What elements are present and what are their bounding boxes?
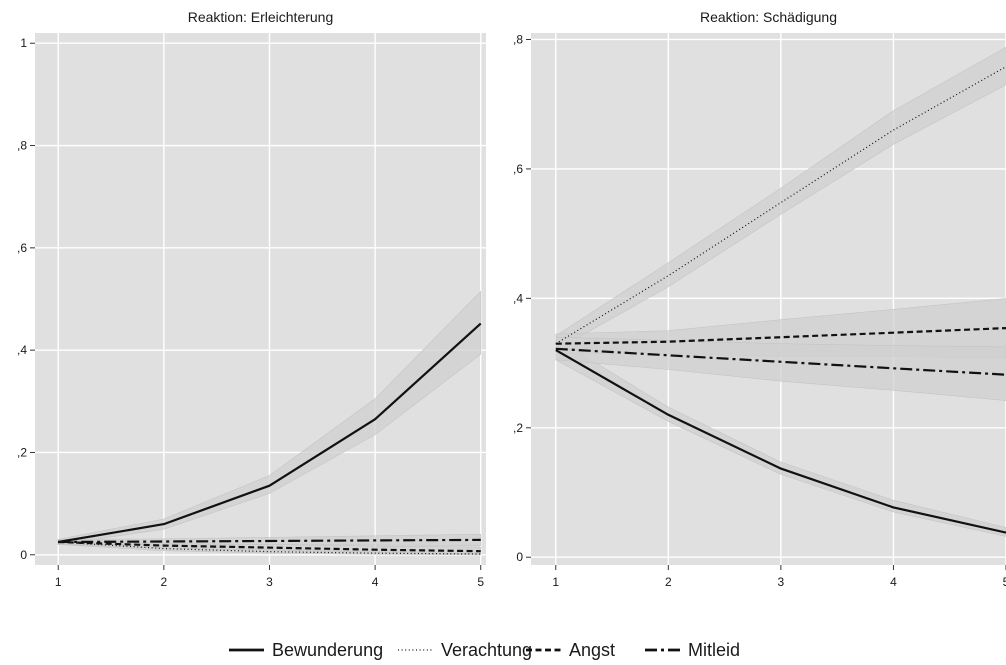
series-line-mitleid (555, 347, 1006, 376)
chart-panel-1: Reaktion: Erleichterung 0 ,2 ,4 ,6 ,8 1 1 2 3 4 5 (17, 9, 486, 589)
x-tick-label: 1 (55, 575, 62, 589)
y-tick-label: ,4 (513, 291, 523, 305)
y-tick-label: 1 (20, 36, 27, 50)
legend-label-mitleid: Mitleid (688, 640, 740, 660)
series-line-bewunderung (58, 322, 482, 544)
y-tick-label: ,2 (513, 421, 523, 435)
legend-label-bewunderung: Bewunderung (272, 640, 383, 660)
y-tick-label: ,8 (17, 139, 27, 153)
x-tick-label: 1 (552, 575, 559, 589)
x-tick-label: 2 (161, 575, 168, 589)
series-line-angst (58, 540, 481, 553)
y-tick-label: 0 (20, 548, 27, 562)
legend-label-angst: Angst (569, 640, 615, 660)
y-tick-label: ,8 (513, 32, 523, 46)
x-tick-label: 5 (1003, 575, 1006, 589)
series-line-bewunderung (555, 349, 1006, 534)
x-tick-label: 4 (372, 575, 379, 589)
ci-band-bewunderung (555, 337, 1006, 537)
chart-title: Reaktion: Erleichterung (188, 9, 334, 25)
series-line-mitleid (58, 538, 481, 544)
ci-band-verachtung (555, 46, 1006, 351)
y-tick-label: ,4 (17, 343, 27, 357)
x-tick-label: 3 (778, 575, 785, 589)
x-tick-label: 2 (665, 575, 672, 589)
plot-area (35, 33, 486, 565)
x-tick-label: 4 (890, 575, 897, 589)
chart-panel-2: Reaktion: Schädigung 0 ,2 ,4 ,6 ,8 1 2 3 4 5 (513, 9, 1006, 589)
legend-label-verachtung: Verachtung (441, 640, 532, 660)
x-tick-label: 3 (266, 575, 273, 589)
series-line-angst (555, 327, 1006, 345)
ci-band-mitleid (555, 336, 1006, 401)
ci-band-bewunderung (57, 290, 481, 545)
x-tick-label: 5 (477, 575, 484, 589)
y-tick-label: 0 (516, 550, 523, 564)
y-tick-label: ,2 (17, 445, 27, 459)
y-tick-label: ,6 (513, 162, 523, 176)
y-tick-label: ,6 (17, 241, 27, 255)
legend: Bewunderung Verachtung Angst Mitleid (229, 640, 740, 660)
chart-title: Reaktion: Schädigung (700, 9, 837, 25)
